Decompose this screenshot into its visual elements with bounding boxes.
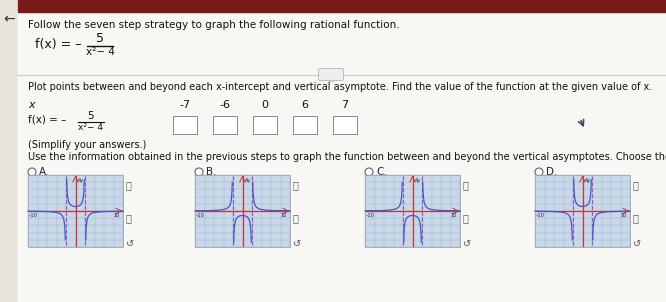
- Bar: [293, 116, 317, 134]
- Text: 6: 6: [302, 100, 308, 110]
- Bar: [213, 116, 237, 134]
- Text: ↺: ↺: [633, 239, 641, 249]
- Text: f(x) = –: f(x) = –: [28, 115, 67, 125]
- Text: 🔍: 🔍: [293, 180, 299, 190]
- Circle shape: [535, 168, 543, 176]
- Bar: [253, 116, 277, 134]
- Text: 🔍: 🔍: [633, 180, 639, 190]
- Bar: [18, 0, 666, 12]
- Bar: [535, 175, 630, 247]
- Text: Use the information obtained in the previous steps to graph the function between: Use the information obtained in the prev…: [28, 152, 666, 162]
- Text: 7: 7: [342, 100, 348, 110]
- Bar: [173, 116, 197, 134]
- Text: –10: –10: [29, 213, 37, 218]
- Text: f(x) = –: f(x) = –: [35, 38, 81, 51]
- Text: 5: 5: [96, 32, 104, 45]
- Text: 4y: 4y: [414, 178, 420, 183]
- Text: 🔍: 🔍: [126, 213, 132, 223]
- Text: –10: –10: [535, 213, 544, 218]
- Text: ↺: ↺: [293, 239, 301, 249]
- Text: Follow the seven step strategy to graph the following rational function.: Follow the seven step strategy to graph …: [28, 20, 400, 30]
- Text: 4y: 4y: [244, 178, 250, 183]
- Text: ←: ←: [3, 12, 15, 26]
- Text: 🔍: 🔍: [126, 180, 132, 190]
- Bar: [365, 175, 460, 247]
- Text: 🔍: 🔍: [463, 213, 469, 223]
- Text: -6: -6: [220, 100, 230, 110]
- Bar: [0, 0, 18, 302]
- Bar: [28, 175, 123, 247]
- FancyBboxPatch shape: [318, 69, 344, 81]
- Text: (Simplify your answers.): (Simplify your answers.): [28, 140, 147, 150]
- Text: ↺: ↺: [126, 239, 134, 249]
- Text: C.: C.: [376, 167, 387, 177]
- Text: ↺: ↺: [463, 239, 471, 249]
- Bar: [195, 175, 290, 247]
- Text: –10: –10: [196, 213, 204, 218]
- Text: 10: 10: [114, 213, 120, 218]
- Text: 5: 5: [88, 111, 95, 121]
- Text: x²− 4: x²− 4: [85, 47, 115, 57]
- Text: 4y: 4y: [585, 178, 591, 183]
- Text: Plot points between and beyond each x-intercept and vertical asymptote. Find the: Plot points between and beyond each x-in…: [28, 82, 652, 92]
- Text: A.: A.: [39, 167, 49, 177]
- Text: x²− 4: x²− 4: [79, 123, 103, 132]
- Text: 10: 10: [281, 213, 287, 218]
- Circle shape: [365, 168, 373, 176]
- Text: 🔍: 🔍: [293, 213, 299, 223]
- Text: 10: 10: [451, 213, 457, 218]
- Text: ...: ...: [328, 75, 334, 83]
- Bar: [333, 116, 357, 134]
- Circle shape: [195, 168, 203, 176]
- Text: –10: –10: [366, 213, 374, 218]
- Text: 🔍: 🔍: [633, 213, 639, 223]
- Text: 10: 10: [621, 213, 627, 218]
- Text: -7: -7: [179, 100, 190, 110]
- Text: D.: D.: [546, 167, 557, 177]
- Text: x: x: [28, 100, 35, 110]
- Text: B.: B.: [206, 167, 216, 177]
- Circle shape: [28, 168, 36, 176]
- Text: 0: 0: [262, 100, 268, 110]
- Text: 🔍: 🔍: [463, 180, 469, 190]
- Text: 4y: 4y: [77, 178, 83, 183]
